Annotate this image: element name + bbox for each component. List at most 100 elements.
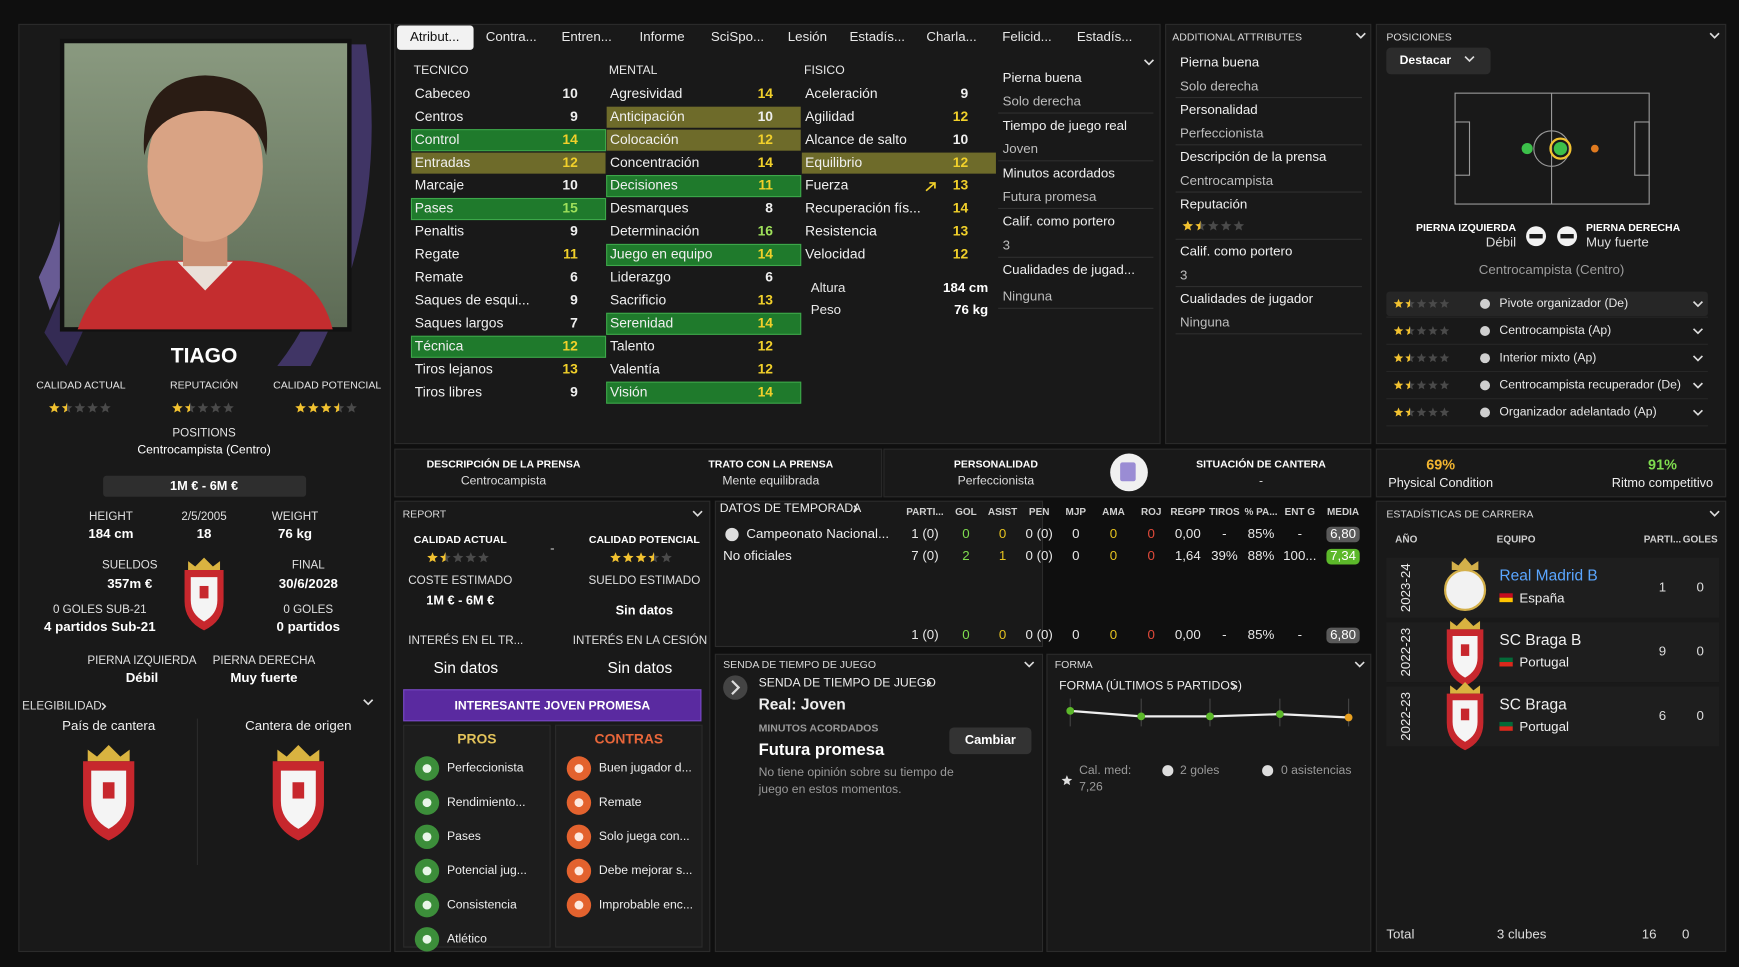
stat-cell: 0 (1072, 548, 1079, 563)
label: CONTRAS (595, 730, 664, 746)
flag (1499, 662, 1513, 667)
panel (1165, 23, 1372, 445)
attribute-highlight (410, 335, 607, 358)
pro-icon-mark (422, 764, 432, 773)
attribute-value: 10 (562, 177, 578, 193)
tab[interactable]: Felicid... (1002, 29, 1052, 44)
attribute-value: 14 (758, 246, 774, 262)
star-rating (1393, 298, 1450, 308)
column-header: PARTI... (906, 507, 944, 518)
star (87, 402, 98, 413)
highlight-button[interactable] (1386, 47, 1491, 75)
chevron[interactable] (1464, 55, 1475, 63)
stat-cell: 0 (962, 526, 969, 541)
form-dot (1275, 710, 1284, 719)
tab[interactable]: Charla... (926, 29, 976, 44)
crest-inner (190, 577, 218, 622)
attribute-value: Solo derecha (1180, 78, 1259, 93)
crest-detail (1460, 644, 1470, 656)
trait-value: 3 (1003, 238, 1010, 253)
column-header: GOL (955, 507, 977, 518)
banner-label: INTERESANTE JOVEN PROMESA (454, 699, 650, 713)
tab[interactable]: Informe (640, 29, 685, 44)
column-header: AMA (1102, 507, 1125, 518)
label: - (550, 540, 554, 555)
star (452, 552, 464, 563)
tab[interactable]: Lesión (788, 29, 827, 44)
star-rating (295, 402, 357, 413)
column-title: FISICO (804, 63, 845, 77)
star-rating (1182, 220, 1245, 231)
tab[interactable]: SciSpo... (711, 29, 764, 44)
attribute-value: 9 (570, 383, 578, 399)
star (1393, 380, 1404, 390)
column-header: AÑO (1395, 535, 1417, 546)
star (1416, 407, 1427, 417)
tab[interactable]: Atribut... (410, 29, 460, 44)
attribute-name: Visión (610, 383, 648, 399)
chevron[interactable] (363, 699, 374, 706)
stat-cell: 100... (1283, 548, 1316, 563)
crest-crown (87, 744, 130, 762)
panel (1375, 448, 1727, 498)
star (295, 402, 306, 413)
tab[interactable]: Contra... (486, 29, 537, 44)
role-name: Interior mixto (Ap) (1499, 350, 1596, 364)
star (1428, 326, 1438, 336)
star (100, 402, 111, 413)
label: PIERNA DERECHA (1586, 222, 1681, 234)
chevron[interactable] (692, 510, 703, 517)
chevron[interactable] (1355, 32, 1366, 39)
label: Centrocampista (Centro) (137, 442, 270, 456)
note: juego en estos momentos. (758, 782, 902, 796)
attribute-value: 12 (953, 154, 969, 170)
stat-cell: 0 (0) (1026, 627, 1053, 642)
tab[interactable]: Entren... (562, 29, 612, 44)
star-rating (1393, 353, 1450, 363)
active-tab (397, 25, 474, 50)
change-button[interactable] (949, 727, 1032, 755)
attribute-label: Descripción de la prensa (1180, 149, 1327, 164)
link-arrow (926, 679, 932, 687)
panel (394, 23, 1161, 445)
body-label: Altura (811, 280, 846, 295)
star (1428, 407, 1438, 417)
star (478, 552, 489, 563)
label: PIERNA IZQUIERDA (1416, 222, 1517, 234)
rating-badge (1326, 548, 1360, 565)
star (1233, 220, 1245, 231)
chevron[interactable] (1024, 661, 1035, 668)
chevron[interactable] (1692, 328, 1703, 335)
attribute-value: Perfeccionista (1180, 126, 1264, 141)
star (1405, 353, 1415, 363)
star (197, 402, 209, 413)
chevron[interactable] (1692, 409, 1703, 416)
tab[interactable]: Estadís... (850, 29, 905, 44)
report-field-value: 1M € - 6M € (426, 592, 494, 607)
star (1393, 326, 1404, 336)
position-dot (1590, 144, 1599, 153)
label: 16 (1642, 926, 1657, 941)
condition-label: Ritmo competitivo (1612, 475, 1713, 490)
attribute-name: Serenidad (610, 314, 673, 330)
attribute-highlight (410, 129, 607, 152)
tab[interactable]: Estadís... (1077, 29, 1132, 44)
role-name: Pivote organizador (De) (1499, 296, 1628, 310)
condition-label: Physical Condition (1388, 475, 1493, 490)
chevron[interactable] (1709, 510, 1720, 517)
info-icon (1480, 326, 1491, 337)
attribute-name: Entradas (415, 154, 471, 170)
chevron[interactable] (1692, 301, 1703, 308)
chevron[interactable] (1143, 59, 1155, 66)
chevron[interactable] (1354, 661, 1365, 668)
chevron[interactable] (1709, 32, 1720, 39)
photo-shirt (77, 260, 333, 330)
section-title: FORMA (1055, 659, 1093, 671)
attribute-highlight (606, 243, 802, 267)
chevron[interactable] (1692, 355, 1703, 362)
star (172, 402, 183, 413)
attribute-name: Remate (415, 269, 464, 285)
star (1182, 220, 1194, 231)
star-rating (1393, 326, 1450, 336)
chevron[interactable] (1692, 382, 1703, 389)
